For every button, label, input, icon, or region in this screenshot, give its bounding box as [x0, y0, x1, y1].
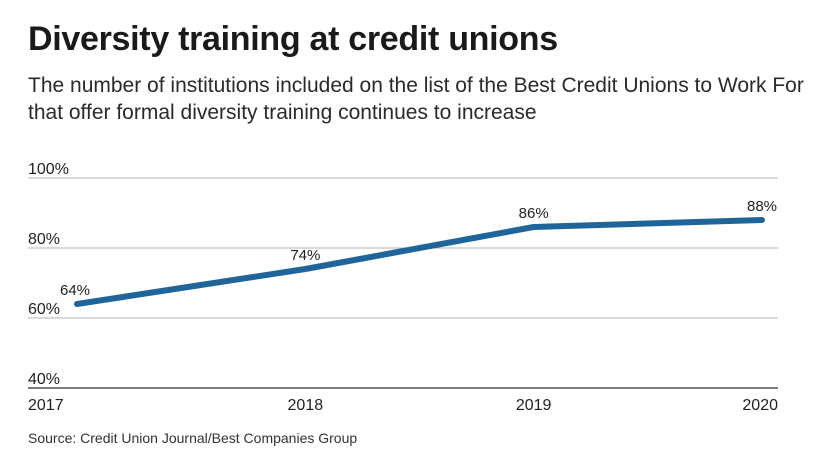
data-label: 88% — [747, 198, 777, 215]
y-tick-label: 100% — [28, 161, 69, 178]
chart-title: Diversity training at credit unions — [28, 20, 558, 58]
data-label: 74% — [290, 247, 320, 264]
data-labels: 64% 74% 86% 88% — [60, 198, 777, 299]
x-axis-tick-labels: 2017 2018 2019 2020 — [28, 397, 778, 414]
source-note: Source: Credit Union Journal/Best Compan… — [28, 430, 358, 446]
y-axis-tick-labels: 40% 60% 80% 100% — [28, 161, 69, 388]
y-tick-label: 60% — [28, 301, 60, 318]
series-line — [74, 217, 765, 307]
series-line-layer — [74, 217, 765, 307]
x-tick-label: 2017 — [28, 397, 64, 414]
y-tick-label: 40% — [28, 371, 60, 388]
data-label: 64% — [60, 282, 90, 299]
x-tick-label: 2019 — [516, 397, 552, 414]
chart-subtitle: The number of institutions included on t… — [28, 74, 804, 124]
y-tick-label: 80% — [28, 231, 60, 248]
grid-lines — [28, 177, 778, 389]
x-tick-label: 2020 — [742, 397, 778, 414]
x-tick-label: 2018 — [288, 397, 324, 414]
data-label: 86% — [519, 205, 549, 222]
